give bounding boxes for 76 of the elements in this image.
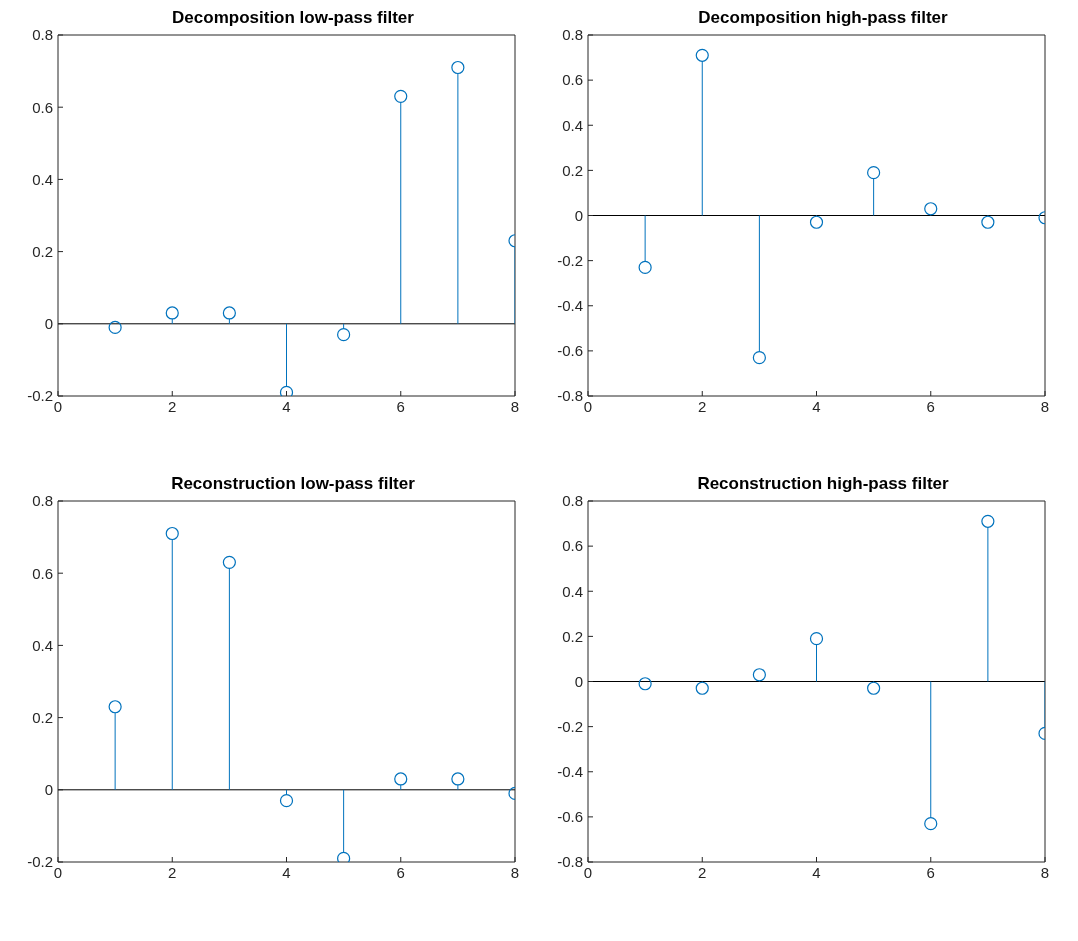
x-tick-label: 4	[812, 863, 821, 881]
y-tick-label: 0.6	[32, 564, 53, 582]
y-tick-label: 0.4	[562, 116, 583, 134]
y-tick-label: 0.2	[562, 161, 583, 179]
x-tick-label: 4	[282, 863, 291, 881]
x-tick-label: 2	[698, 863, 707, 881]
chart-title: Decomposition high-pass filter	[698, 8, 948, 27]
point	[638, 260, 652, 274]
y-tick-label: 0.4	[32, 636, 53, 654]
y-tick-label: -0.2	[27, 387, 53, 405]
point	[337, 328, 351, 342]
y-tick-label: 0.2	[32, 708, 53, 726]
y-tick-label: -0.6	[557, 808, 583, 826]
y-tick-label: -0.8	[557, 853, 583, 871]
y-tick-label: 0.8	[32, 492, 53, 510]
x-tick-label: 2	[168, 863, 177, 881]
point	[222, 555, 236, 569]
point	[279, 794, 294, 808]
y-tick-label: 0.2	[562, 627, 583, 645]
chart-title: Reconstruction high-pass filter	[697, 474, 949, 493]
x-tick-label: 2	[698, 397, 707, 415]
point	[394, 89, 408, 103]
y-tick-label: -0.4	[557, 297, 583, 315]
y-tick-label: 0.6	[562, 537, 583, 555]
y-tick-label: 0.8	[562, 492, 583, 510]
x-tick-label: 8	[1040, 863, 1050, 881]
point	[867, 166, 881, 180]
x-tick-label: 8	[510, 397, 520, 415]
point	[924, 202, 938, 216]
y-tick-label: -0.2	[557, 251, 583, 269]
x-tick-label: 6	[926, 863, 935, 881]
y-tick-label: 0.8	[562, 26, 583, 44]
point	[695, 48, 709, 62]
point	[222, 306, 236, 320]
y-tick-label: -0.2	[27, 853, 53, 871]
point	[752, 668, 766, 682]
point	[809, 215, 824, 229]
y-tick-label: -0.4	[557, 763, 583, 781]
point	[867, 681, 881, 695]
x-tick-label: 4	[812, 397, 821, 415]
x-tick-label: 8	[1040, 397, 1050, 415]
chart-title: Decomposition low-pass filter	[172, 8, 414, 27]
y-tick-label: -0.2	[557, 717, 583, 735]
point	[165, 306, 179, 320]
y-tick-label: 0.2	[32, 242, 53, 260]
point	[981, 215, 995, 229]
point	[638, 677, 652, 691]
point	[394, 772, 408, 786]
x-tick-label: 6	[396, 397, 405, 415]
y-tick-label: 0.4	[562, 582, 583, 600]
x-tick-label: 2	[168, 397, 177, 415]
y-tick-label: 0.4	[32, 170, 53, 188]
x-tick-label: 6	[926, 397, 935, 415]
y-tick-label: -0.6	[557, 342, 583, 360]
point	[108, 320, 122, 335]
point	[809, 632, 824, 646]
point	[752, 351, 766, 365]
y-tick-label: 0.6	[562, 71, 583, 89]
point	[451, 60, 465, 75]
x-tick-label: 8	[510, 863, 520, 881]
y-tick-label: 0	[44, 781, 53, 799]
point	[695, 681, 709, 695]
x-tick-label: 6	[396, 863, 405, 881]
point	[924, 817, 938, 831]
point	[108, 700, 122, 714]
chart-title: Reconstruction low-pass filter	[171, 474, 415, 493]
y-tick-label: 0.8	[32, 26, 53, 44]
point	[981, 514, 995, 528]
point	[165, 526, 179, 541]
x-tick-label: 4	[282, 397, 291, 415]
y-tick-label: 0.6	[32, 98, 53, 116]
y-tick-label: 0	[574, 672, 583, 690]
y-tick-label: -0.8	[557, 387, 583, 405]
point	[451, 772, 465, 786]
y-tick-label: 0	[44, 315, 53, 333]
y-tick-label: 0	[574, 206, 583, 224]
